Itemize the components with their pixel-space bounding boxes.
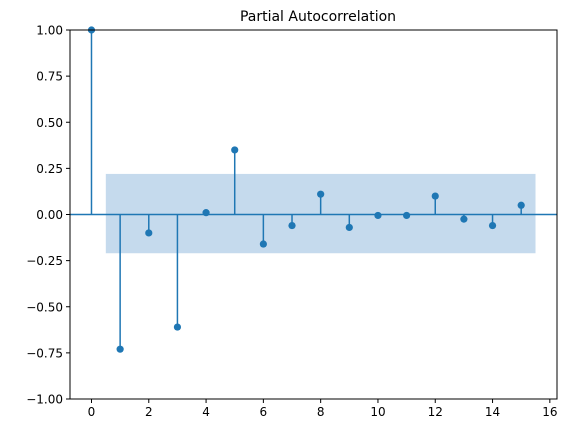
x-tick-label: 16 <box>542 405 557 419</box>
y-tick-label: −1.00 <box>26 393 63 407</box>
y-tick-label: −0.25 <box>26 254 63 268</box>
x-tick-label: 2 <box>145 405 153 419</box>
x-tick-label: 14 <box>485 405 500 419</box>
stem-marker-11 <box>403 211 411 220</box>
x-tick-label: 6 <box>260 405 268 419</box>
plot-frame <box>69 29 558 400</box>
x-tick-label: 10 <box>370 405 385 419</box>
stem-marker-4 <box>202 209 210 217</box>
stem-marker-3 <box>173 323 182 331</box>
stem-marker-10 <box>374 211 382 220</box>
x-tick-label: 4 <box>202 405 210 419</box>
y-tick-label: 0.50 <box>36 116 63 130</box>
x-tick-label: 0 <box>88 405 96 419</box>
stem-marker-5 <box>231 146 239 154</box>
ticks-layer: 0 2 4 6 8 10 12 14 16 −1.00 −0.75 −0.50 −0.25 0.00 0.2… <box>26 24 557 420</box>
stem-marker-7 <box>288 221 296 230</box>
y-tick-label: −0.50 <box>26 300 63 314</box>
markers-layer <box>87 26 525 353</box>
y-tick-label: 0.00 <box>36 208 63 222</box>
y-tick-label: 0.75 <box>36 70 63 84</box>
stem-marker-15 <box>517 201 525 209</box>
stem-marker-12 <box>431 192 439 200</box>
stem-marker-6 <box>259 240 267 248</box>
x-tick-label: 12 <box>428 405 443 419</box>
stem-marker-13 <box>460 215 468 223</box>
stem-marker-1 <box>116 345 124 353</box>
y-tick-label: 1.00 <box>36 24 63 38</box>
y-tick-label: 0.25 <box>36 162 63 176</box>
stem-marker-9 <box>345 223 353 232</box>
chart-title: Partial Autocorrelation <box>240 9 396 25</box>
stem-marker-2 <box>145 229 153 237</box>
y-tick-label: −0.75 <box>26 346 63 360</box>
stem-marker-14 <box>488 221 497 230</box>
x-tick-label: 8 <box>317 405 325 419</box>
stem-marker-8 <box>317 190 325 198</box>
